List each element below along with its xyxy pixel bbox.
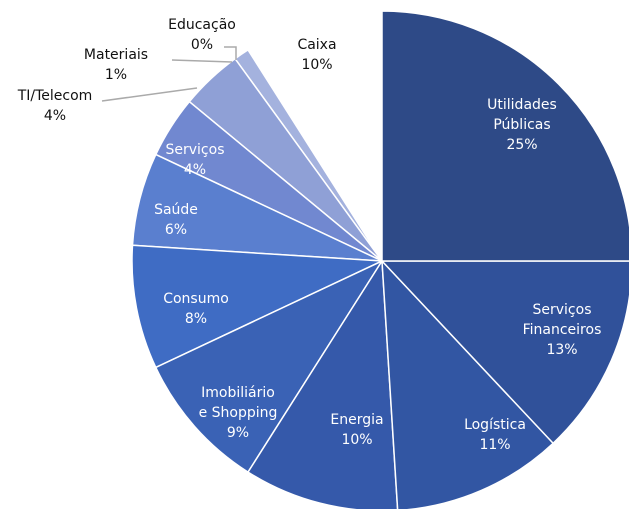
leader-line xyxy=(224,46,237,60)
category-label-line: Energia xyxy=(330,412,383,428)
category-label: Saúde xyxy=(154,202,198,218)
category-label-line: Imobiliário xyxy=(201,385,275,401)
category-label: Caixa xyxy=(297,37,336,53)
value-label: 11% xyxy=(479,437,510,453)
category-label: Educação xyxy=(168,17,236,33)
pie-slice xyxy=(154,259,385,474)
leader-line xyxy=(171,59,233,63)
value-label: 4% xyxy=(44,108,66,124)
category-label-line: Serviços xyxy=(166,142,225,158)
category-label: Serviços Financeiros xyxy=(523,302,602,338)
category-label-line: e Shopping xyxy=(199,405,278,421)
pie-slice xyxy=(131,244,383,369)
category-label-line: TI/Telecom xyxy=(17,88,93,104)
category-label-line: Financeiros xyxy=(523,322,602,338)
value-label: 25% xyxy=(506,137,537,153)
pie-slice xyxy=(381,258,555,509)
category-label-line: Logística xyxy=(464,417,526,433)
pie-slice xyxy=(381,10,629,262)
value-label: 9% xyxy=(227,425,249,441)
value-label: 4% xyxy=(184,162,206,178)
category-label-line: Públicas xyxy=(493,117,550,133)
category-label: Energia xyxy=(330,412,383,428)
category-label: Materiais xyxy=(84,47,148,63)
category-label-line: Consumo xyxy=(163,291,229,307)
category-label-line: Caixa xyxy=(297,37,336,53)
value-label: 13% xyxy=(546,342,577,358)
category-label: Consumo xyxy=(163,291,229,307)
value-label: 8% xyxy=(185,311,207,327)
pie-slice xyxy=(380,260,629,445)
category-label-line: Utilidades xyxy=(487,97,557,113)
leader-line xyxy=(101,87,198,102)
value-label: 10% xyxy=(341,432,372,448)
value-label: 1% xyxy=(105,67,127,83)
category-label-line: Serviços xyxy=(533,302,592,318)
category-label-line: Educação xyxy=(168,17,236,33)
value-label: 10% xyxy=(301,57,332,73)
category-label: Imobiliário e Shopping xyxy=(199,385,278,421)
value-label: 6% xyxy=(165,222,187,238)
category-label: Logística xyxy=(464,417,526,433)
category-label-line: Materiais xyxy=(84,47,148,63)
value-label: 0% xyxy=(191,37,213,53)
category-label-line: Saúde xyxy=(154,202,198,218)
pie-slice xyxy=(247,258,399,509)
category-label: Serviços xyxy=(166,142,225,158)
category-label: TI/Telecom xyxy=(17,88,93,104)
category-label: Utilidades Públicas xyxy=(487,97,557,133)
